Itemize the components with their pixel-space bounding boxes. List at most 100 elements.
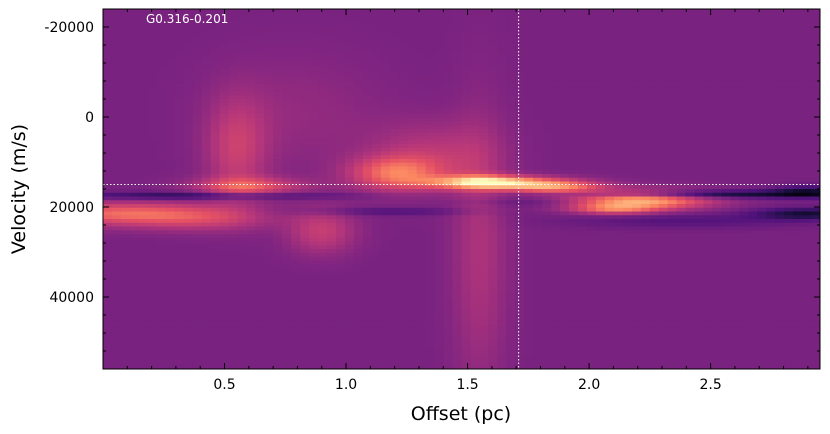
heatmap-cell [201, 16, 212, 21]
heatmap-cell [362, 72, 373, 78]
heatmap-cell [192, 102, 203, 108]
heatmap-cell [103, 361, 113, 366]
heatmap-cell [111, 309, 122, 314]
heatmap-cell [362, 207, 373, 213]
heatmap-cell [219, 159, 230, 164]
heatmap-cell [138, 110, 149, 115]
heatmap-cell [183, 241, 194, 246]
heatmap-cell [120, 237, 131, 243]
heatmap-cell [165, 102, 176, 108]
heatmap-cell [129, 170, 140, 175]
heatmap-cell [327, 181, 337, 186]
heatmap-cell [246, 331, 256, 336]
heatmap-cell [371, 99, 382, 104]
heatmap-cell [515, 162, 525, 168]
heatmap-cell [380, 185, 391, 190]
heatmap-cell [201, 230, 212, 235]
heatmap-cell [533, 95, 543, 100]
heatmap-cell [461, 267, 472, 273]
heatmap-cell [264, 290, 274, 295]
heatmap-cell [344, 286, 355, 291]
heatmap-cell [362, 309, 373, 314]
heatmap-cell [461, 312, 472, 318]
heatmap-cell [560, 200, 570, 205]
heatmap-cell [264, 80, 274, 85]
heatmap-cell [371, 125, 382, 130]
heatmap-cell [273, 174, 283, 179]
heatmap-cell [327, 204, 337, 209]
heatmap-cell [336, 361, 346, 366]
heatmap-cell [389, 95, 400, 100]
heatmap-cell [273, 144, 283, 149]
heatmap-cell [219, 177, 230, 183]
heatmap-cell [398, 249, 409, 254]
heatmap-cell [120, 99, 131, 104]
heatmap-cell [111, 241, 122, 246]
heatmap-cell [443, 189, 454, 194]
heatmap-cell [201, 61, 212, 66]
heatmap-cell [488, 290, 498, 295]
heatmap-cell [237, 159, 247, 164]
heatmap-cell [282, 50, 292, 55]
heatmap-cell [273, 189, 283, 194]
heatmap-cell [551, 312, 561, 318]
heatmap-cell [255, 301, 265, 306]
heatmap-cell [389, 309, 400, 314]
heatmap-cell [201, 365, 212, 369]
heatmap-cell [111, 159, 122, 164]
heatmap-cell [318, 159, 328, 164]
heatmap-cell [327, 132, 337, 138]
heatmap-cell [336, 200, 346, 205]
heatmap-cell [488, 354, 498, 359]
heatmap-cell [515, 151, 525, 156]
heatmap-cell [551, 110, 561, 115]
heatmap-cell [192, 282, 203, 288]
heatmap-cell [461, 136, 472, 141]
heatmap-cell [309, 16, 319, 21]
heatmap-cell [183, 230, 194, 235]
heatmap-cell [344, 42, 355, 48]
heatmap-cell [434, 84, 445, 89]
heatmap-cell [497, 275, 507, 280]
heatmap-cell [156, 342, 167, 348]
heatmap-cell [389, 42, 400, 48]
heatmap-cell [416, 365, 427, 369]
heatmap-cell [138, 354, 149, 359]
heatmap-cell [524, 106, 534, 111]
heatmap-cell [120, 342, 131, 348]
heatmap-cell [309, 234, 319, 239]
heatmap-cell [138, 290, 149, 295]
heatmap-cell [389, 151, 400, 156]
heatmap-cell [291, 31, 301, 36]
heatmap-cell [300, 211, 310, 216]
heatmap-cell [452, 76, 463, 81]
heatmap-cell [425, 237, 436, 243]
heatmap-cell [156, 121, 167, 126]
heatmap-cell [434, 54, 445, 59]
heatmap-cell [344, 117, 355, 123]
heatmap-cell [443, 91, 454, 96]
heatmap-cell [282, 35, 292, 40]
heatmap-cell [237, 166, 247, 171]
heatmap-cell [210, 211, 221, 216]
heatmap-cell [318, 331, 328, 336]
heatmap-cell [129, 24, 140, 29]
heatmap-cell [138, 342, 149, 348]
heatmap-cell [103, 350, 113, 355]
heatmap-cell [147, 200, 158, 205]
heatmap-cell [111, 12, 122, 18]
heatmap-cell [479, 207, 489, 213]
heatmap-cell [147, 215, 158, 220]
heatmap-cell [389, 136, 400, 141]
heatmap-cell [192, 42, 203, 48]
heatmap-cell [111, 54, 122, 59]
heatmap-cell [353, 27, 364, 33]
heatmap-cell [129, 84, 140, 89]
heatmap-cell [336, 31, 346, 36]
heatmap-cell [398, 335, 409, 340]
heatmap-cell [129, 286, 140, 291]
heatmap-cell [416, 252, 427, 258]
heatmap-cell [497, 80, 507, 85]
heatmap-cell [371, 147, 382, 153]
heatmap-cell [300, 84, 310, 89]
